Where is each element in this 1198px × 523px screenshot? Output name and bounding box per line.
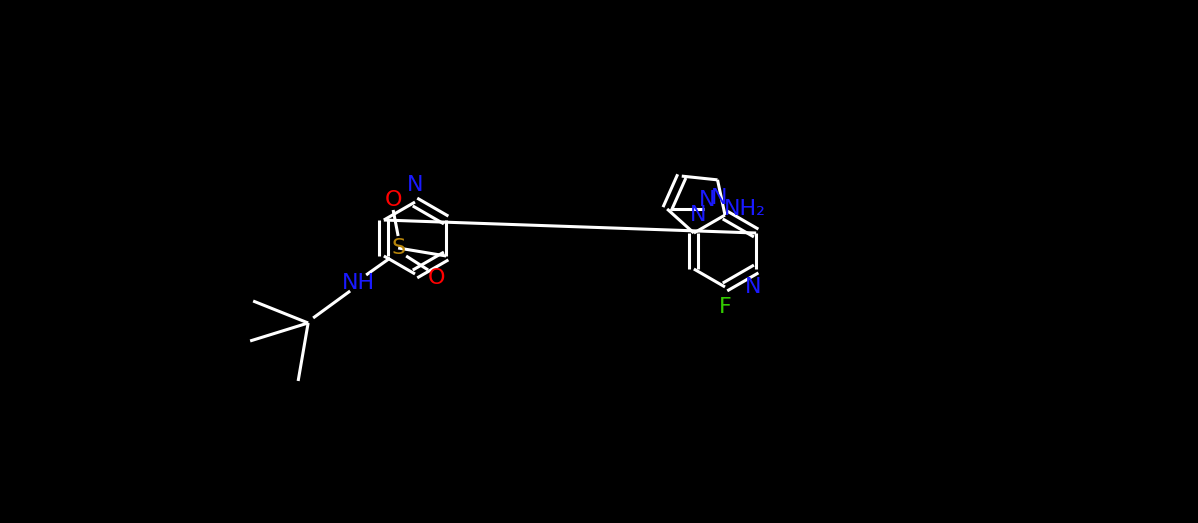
Text: S: S [391,238,405,258]
Text: N: N [745,277,762,297]
Text: NH₂: NH₂ [724,199,767,219]
Text: O: O [385,190,401,210]
Text: N: N [407,175,423,195]
Text: O: O [428,268,444,288]
Text: N: N [698,190,715,210]
Text: N: N [712,188,727,208]
Text: N: N [690,205,706,225]
Text: F: F [719,297,731,317]
Text: NH: NH [341,273,375,293]
